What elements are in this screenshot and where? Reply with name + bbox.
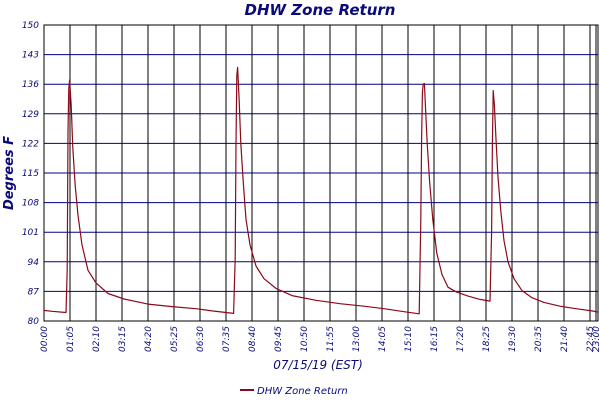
x-tick-label: 15:10: [404, 326, 414, 352]
x-tick-label: 22:45: [586, 326, 596, 352]
x-tick-label: 17:20: [456, 326, 466, 352]
x-tick-label: 23:00: [592, 326, 600, 352]
x-tick-label: 09:45: [274, 326, 284, 352]
x-tick-label: 19:30: [508, 326, 518, 352]
y-tick-label: 108: [22, 199, 39, 209]
y-tick-label: 122: [22, 139, 39, 149]
x-axis-label: 07/15/19 (EST): [273, 358, 363, 372]
x-tick-label: 03:15: [118, 326, 128, 352]
series-layer: [43, 66, 599, 315]
legend-label: DHW Zone Return: [257, 386, 348, 397]
x-tick-label: 18:25: [482, 326, 492, 352]
y-axis-label: Degrees F: [2, 136, 17, 210]
legend: DHW Zone Return: [240, 386, 348, 397]
y-axis-ticks: 80 87 94 101 108 115 122 129 136 143 150: [22, 21, 39, 327]
x-tick-label: 04:20: [144, 326, 154, 352]
x-tick-label: 01:05: [66, 326, 76, 352]
x-tick-label: 14:05: [378, 326, 388, 352]
chart-title: DHW Zone Return: [245, 1, 396, 19]
y-tick-label: 101: [22, 228, 39, 238]
x-tick-label: 06:30: [196, 326, 206, 352]
y-tick-label: 80: [28, 317, 40, 327]
x-tick-label: 13:00: [352, 326, 362, 352]
x-axis-ticks: 00:00 01:05 02:10 03:15 04:20 05:25 06:30 07:35…: [40, 326, 600, 352]
y-tick-label: 136: [22, 80, 39, 90]
x-tick-label: 00:00: [40, 326, 50, 352]
plot-border: [43, 24, 599, 322]
x-tick-label: 10:50: [300, 326, 310, 352]
x-tick-label: 02:10: [92, 326, 102, 352]
grid: [43, 24, 598, 322]
x-tick-label: 07:35: [222, 326, 232, 352]
x-tick-label: 05:25: [170, 326, 180, 352]
series-line-dhw-zone-return: [43, 66, 599, 315]
y-tick-label: 87: [28, 287, 40, 297]
y-tick-label: 150: [22, 21, 39, 31]
x-tick-label: 08:40: [248, 326, 258, 352]
y-tick-label: 129: [22, 110, 39, 120]
x-tick-label: 20:35: [534, 326, 544, 352]
x-tick-label: 11:55: [326, 326, 336, 352]
y-tick-label: 115: [22, 169, 39, 179]
x-tick-label: 21:40: [560, 326, 570, 352]
x-tick-label: 16:15: [430, 326, 440, 352]
y-tick-label: 94: [28, 258, 40, 268]
y-tick-label: 143: [22, 51, 39, 61]
